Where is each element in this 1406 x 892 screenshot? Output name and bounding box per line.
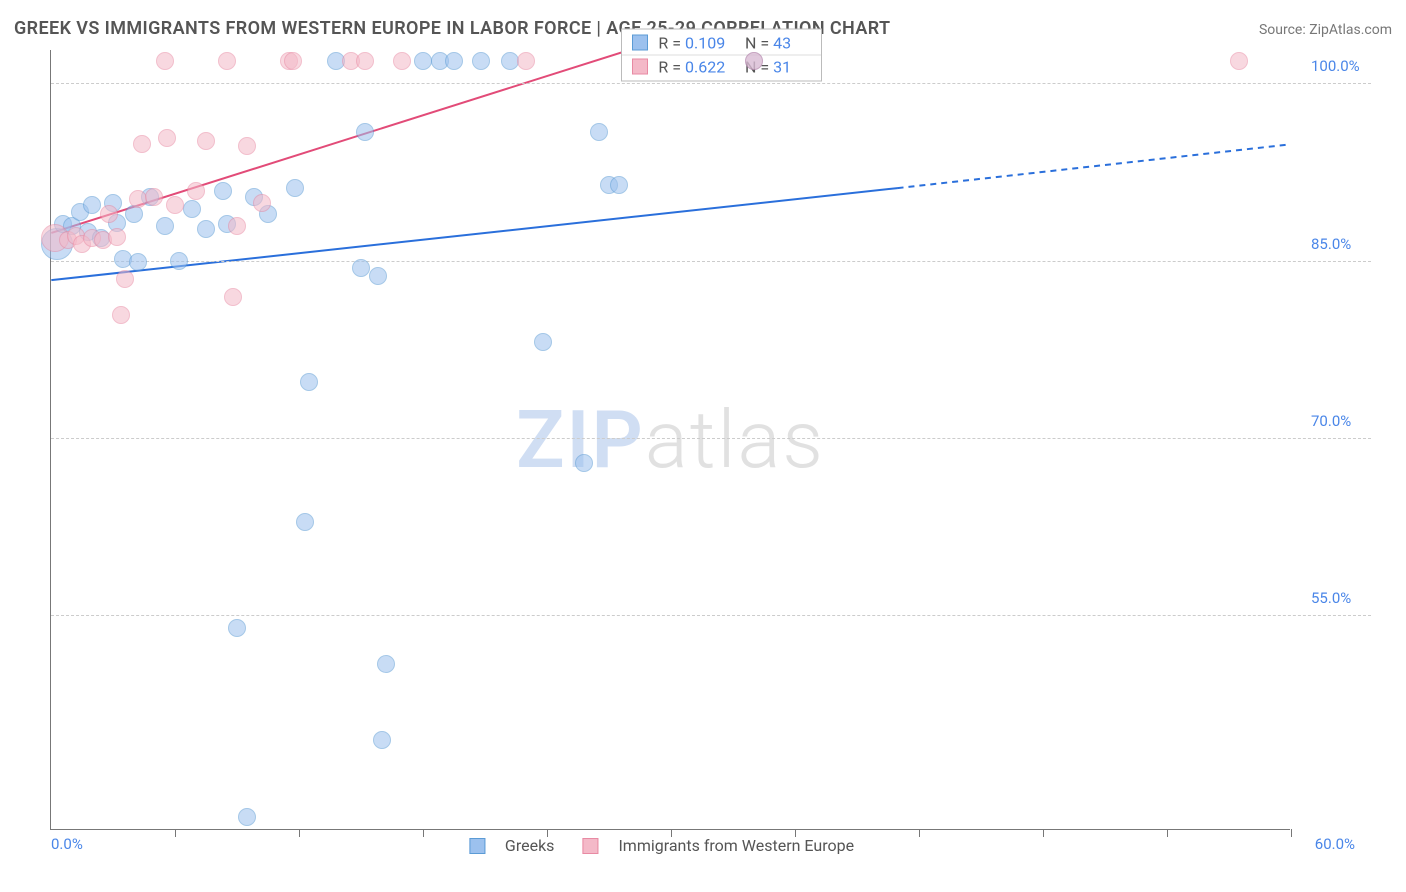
stats-n-value: 31 xyxy=(773,57,797,76)
data-point xyxy=(158,129,176,147)
data-point xyxy=(534,333,552,351)
data-point xyxy=(166,196,184,214)
y-tick-label: 55.0% xyxy=(1311,589,1351,607)
data-point xyxy=(83,196,101,214)
y-tick-label: 100.0% xyxy=(1311,57,1360,75)
data-point xyxy=(125,205,143,223)
x-tick-mark xyxy=(1291,829,1292,837)
x-tick-mark xyxy=(1043,829,1044,837)
data-point xyxy=(575,454,593,472)
data-point xyxy=(369,267,387,285)
data-point xyxy=(116,270,134,288)
data-point xyxy=(170,252,188,270)
y-tick-label: 85.0% xyxy=(1311,235,1351,253)
gridline-h xyxy=(51,438,1371,439)
gridline-h xyxy=(51,261,1371,262)
data-point xyxy=(393,52,411,70)
source-label: Source: ZipAtlas.com xyxy=(1259,22,1392,38)
legend-label: Immigrants from Western Europe xyxy=(618,836,854,855)
x-tick-mark xyxy=(175,829,176,837)
correlation-stats-box: R =0.109 N =43 R =0.622N =31 xyxy=(621,28,822,81)
legend: Greeks Immigrants from Western Europe xyxy=(469,836,872,855)
data-point xyxy=(218,52,236,70)
data-point xyxy=(610,176,628,194)
scatter-plot: ZIPatlas R =0.109N =43R =0.622N =31 Gree… xyxy=(50,50,1290,830)
stats-r-value: 0.109 xyxy=(685,33,731,52)
legend-swatch xyxy=(632,59,648,75)
data-point xyxy=(590,123,608,141)
watermark: ZIPatlas xyxy=(516,393,825,487)
data-point xyxy=(286,179,304,197)
legend-swatch xyxy=(632,35,648,51)
data-point xyxy=(197,132,215,150)
data-point xyxy=(300,373,318,391)
data-point xyxy=(445,52,463,70)
data-point xyxy=(356,52,374,70)
data-point xyxy=(214,182,232,200)
legend-swatch xyxy=(582,838,598,854)
data-point xyxy=(156,217,174,235)
data-point xyxy=(108,228,126,246)
data-point xyxy=(129,253,147,271)
stats-r-label: R = xyxy=(658,57,681,76)
data-point xyxy=(472,52,490,70)
data-point xyxy=(238,808,256,826)
stats-row: R =0.109 N =43 xyxy=(622,31,821,55)
data-point xyxy=(501,52,519,70)
x-tick-mark xyxy=(919,829,920,837)
x-tick-mark xyxy=(299,829,300,837)
gridline-h xyxy=(51,83,1371,84)
data-point xyxy=(284,52,302,70)
data-point xyxy=(187,182,205,200)
x-tick-mark xyxy=(423,829,424,837)
data-point xyxy=(228,619,246,637)
data-point xyxy=(129,190,147,208)
trend-lines xyxy=(51,50,1290,829)
x-tick-label: 60.0% xyxy=(1315,835,1355,853)
watermark-zip: ZIP xyxy=(516,393,645,487)
data-point xyxy=(296,513,314,531)
stats-n-value: 43 xyxy=(773,33,797,52)
data-point xyxy=(253,194,271,212)
data-point xyxy=(1230,52,1248,70)
gridline-h xyxy=(51,615,1371,616)
data-point xyxy=(100,205,118,223)
x-tick-mark xyxy=(795,829,796,837)
data-point xyxy=(133,135,151,153)
data-point xyxy=(145,188,163,206)
data-point xyxy=(183,200,201,218)
data-point xyxy=(745,52,763,70)
data-point xyxy=(112,306,130,324)
data-point xyxy=(228,217,246,235)
x-tick-mark xyxy=(547,829,548,837)
data-point xyxy=(224,288,242,306)
data-point xyxy=(373,731,391,749)
x-tick-mark xyxy=(1167,829,1168,837)
y-tick-label: 70.0% xyxy=(1311,412,1351,430)
legend-label: Greeks xyxy=(505,836,555,855)
data-point xyxy=(517,52,535,70)
x-tick-mark xyxy=(671,829,672,837)
data-point xyxy=(238,137,256,155)
data-point xyxy=(352,259,370,277)
stats-row: R =0.622N =31 xyxy=(622,55,821,78)
x-tick-label: 0.0% xyxy=(51,835,83,853)
stats-n-label: N = xyxy=(745,33,769,52)
watermark-atlas: atlas xyxy=(645,393,825,487)
legend-swatch xyxy=(469,838,485,854)
data-point xyxy=(414,52,432,70)
data-point xyxy=(156,52,174,70)
data-point xyxy=(377,655,395,673)
data-point xyxy=(356,123,374,141)
data-point xyxy=(197,220,215,238)
stats-r-value: 0.622 xyxy=(685,57,731,76)
stats-r-label: R = xyxy=(658,33,681,52)
